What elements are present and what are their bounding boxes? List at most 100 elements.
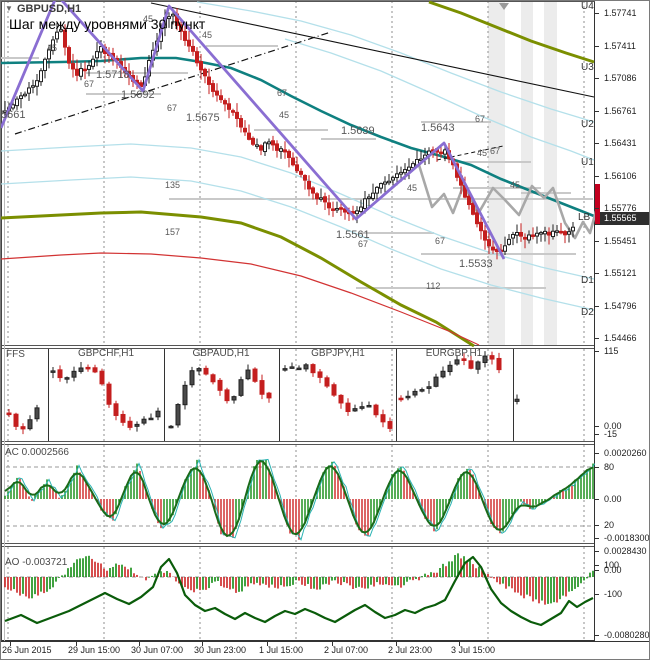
axis-tick [595, 594, 599, 595]
ao-axis-label: 100 [604, 560, 620, 570]
step-annotation: 67 [84, 79, 95, 89]
time-tick [267, 642, 268, 646]
band-label: U4 [581, 1, 594, 12]
ffs-mini-title: GBPCHF,H1 [77, 348, 135, 359]
ffs-axis-label: 115 [604, 346, 619, 356]
price-axis-label: 1.55776 [604, 203, 637, 213]
time-tick [76, 642, 77, 646]
ac-indicator-label: AC 0.0002566 [5, 447, 69, 458]
axis-tick [595, 306, 599, 307]
ffs-candles-2 [168, 364, 272, 429]
panel-splitter[interactable] [1, 440, 595, 445]
time-tick [396, 642, 397, 646]
step-annotation: 45 [202, 30, 213, 40]
time-axis-label: 30 Jun 07:00 [131, 645, 184, 655]
price-annotation: 1.5561 [336, 229, 370, 241]
step-annotation: 67 [277, 88, 288, 98]
ffs-indicator-label: FFS [6, 349, 25, 360]
time-axis-label: 3 Jul 15:00 [451, 645, 496, 655]
ffs-candles-0 [6, 404, 40, 435]
step-annotation: 67 [475, 114, 486, 124]
band-label: D2 [581, 307, 594, 318]
band-label: D1 [581, 275, 594, 286]
gray-arrow-marker [499, 3, 509, 10]
band-label: LB [578, 212, 591, 223]
price-axis-label: 1.57086 [604, 73, 637, 83]
chart-note-text: Шаг между уровнями 30 пункт [9, 16, 206, 32]
step-annotation: 45 [407, 183, 418, 193]
time-axis-label: 1 Jul 15:00 [259, 645, 304, 655]
time-tick [139, 642, 140, 646]
step-annotation: 45 [477, 148, 488, 158]
band-label: U3 [581, 62, 594, 73]
axis-tick [595, 499, 599, 500]
time-axis-label: 29 Jun 15:00 [68, 645, 121, 655]
step-annotation: 45 [143, 14, 154, 24]
price-axis-label: 1.54796 [604, 301, 637, 311]
ffs-candles-1 [50, 362, 161, 432]
axis-tick [595, 570, 599, 571]
price-axis-label: 1.56761 [604, 106, 637, 116]
ffs-axis-label: 0.00 [604, 421, 622, 431]
axis-tick [595, 176, 599, 177]
axis-tick [595, 46, 599, 47]
axis-tick [595, 635, 599, 636]
ao-axis-label: 0.0028430 [604, 546, 647, 556]
step-annotation: 67 [490, 146, 501, 156]
price-annotation: 1.5675 [186, 112, 220, 124]
ac-axis-label: 80 [604, 462, 615, 472]
axis-tick [595, 525, 599, 526]
ao-axis-label: -100 [604, 589, 623, 599]
step-annotation: 157 [165, 227, 181, 237]
price-annotation: 1.5692 [121, 89, 155, 101]
step-annotation: 67 [358, 239, 369, 249]
time-axis-label: 30 Jun 23:00 [194, 645, 247, 655]
time-tick [459, 642, 460, 646]
step-annotation: 112 [426, 281, 441, 291]
axis-tick [595, 453, 599, 454]
axis-tick [595, 143, 599, 144]
axis-tick [595, 551, 599, 552]
step-annotation: 135 [165, 180, 181, 190]
price-annotation: 5661 [1, 109, 26, 121]
ffs-mini-title: GBPAUD,H1 [192, 348, 250, 359]
axis-tick [595, 538, 599, 539]
ao-indicator-label: AO -0.003721 [5, 557, 68, 568]
price-annotation: 1.5639 [341, 125, 375, 137]
price-annotation: 1.5718 [96, 69, 130, 81]
price-axis-label: 1.57741 [604, 8, 637, 18]
time-tick [332, 642, 333, 646]
symbol-label[interactable]: GBPUSD,H1 [17, 3, 82, 15]
time-tick [10, 642, 11, 646]
ffs-panel [48, 349, 514, 441]
axis-tick [595, 338, 599, 339]
step-annotation: 45 [47, 43, 58, 53]
ffs-axis-label: -15 [604, 429, 618, 439]
chart-plots[interactable] [1, 1, 595, 641]
ac-axis-label: 20 [604, 520, 615, 530]
time-axis-label: 2 Jul 23:00 [388, 645, 433, 655]
time-axis-label: 2 Jul 07:00 [324, 645, 369, 655]
time-axis-label: 26 Jun 2015 [2, 645, 52, 655]
price-range-marker [595, 184, 600, 224]
symbol-dropdown-icon[interactable]: ▼ [5, 4, 13, 13]
axis-tick [595, 78, 599, 79]
price-axis-label: 1.55121 [604, 268, 637, 278]
current-price-tag: 1.55565 [595, 212, 649, 225]
ao-axis-label: -0.0080280 [604, 630, 650, 640]
axis-tick [595, 13, 599, 14]
step-annotation: 45 [279, 110, 290, 120]
price-annotation: 1.5533 [459, 258, 493, 270]
axis-tick [595, 467, 599, 468]
step-annotation: 45 [510, 180, 521, 190]
ffs-mini-title: EURGBP,H1 [425, 348, 483, 359]
axis-tick [595, 351, 599, 352]
panel-splitter[interactable] [1, 344, 595, 349]
step-annotation: 67 [167, 103, 178, 113]
axis-tick [595, 208, 599, 209]
panel-splitter[interactable] [1, 542, 595, 547]
price-axis-label: 1.55451 [604, 236, 637, 246]
time-axis-line [1, 641, 649, 642]
time-tick [202, 642, 203, 646]
